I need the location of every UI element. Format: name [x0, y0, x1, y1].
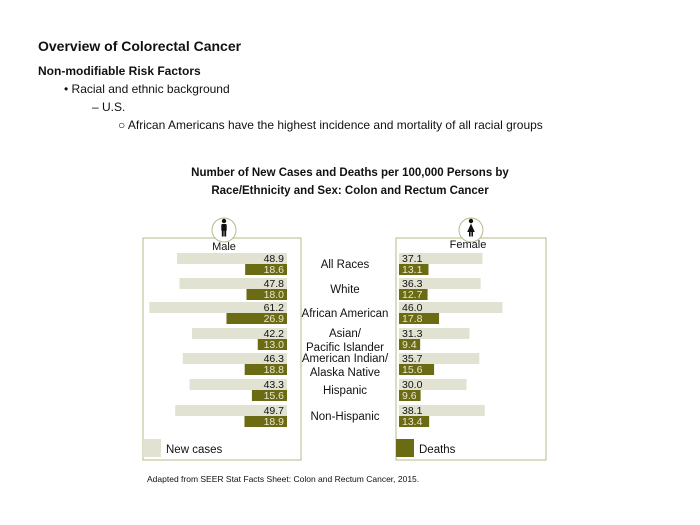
legend-swatch-new-cases — [143, 439, 161, 457]
bar-female-new-cases — [399, 405, 485, 416]
bar-male-deaths — [244, 364, 287, 375]
bar-male-deaths — [246, 289, 287, 300]
bullet-racial-ethnic: • Racial and ethnic background — [64, 82, 230, 96]
value-label-female-deaths: 13.1 — [402, 264, 423, 276]
value-label-male-new-cases: 49.7 — [264, 405, 285, 417]
bar-female-deaths — [399, 390, 421, 401]
value-label-female-new-cases: 35.7 — [402, 353, 423, 365]
value-label-female-deaths: 12.7 — [402, 289, 423, 301]
value-label-male-deaths: 15.6 — [264, 390, 285, 402]
bar-female-deaths — [399, 364, 435, 375]
value-label-female-new-cases: 31.3 — [402, 328, 423, 340]
bar-male-deaths — [245, 264, 287, 275]
bar-male-deaths — [257, 339, 287, 350]
bar-male-deaths — [251, 390, 287, 401]
bar-male-new-cases — [192, 328, 287, 339]
bar-female-new-cases — [399, 379, 467, 390]
value-label-female-deaths: 9.4 — [402, 339, 417, 351]
value-label-male-new-cases: 61.2 — [264, 302, 285, 314]
value-label-female-new-cases: 36.3 — [402, 278, 423, 290]
bar-female-new-cases — [399, 253, 483, 264]
value-label-male-deaths: 18.6 — [264, 264, 285, 276]
value-label-male-deaths: 13.0 — [264, 339, 285, 351]
category-label: Asian/ — [329, 328, 362, 340]
category-label: Hispanic — [323, 385, 367, 397]
value-label-male-deaths: 18.8 — [264, 364, 285, 376]
category-label: American Indian/ — [302, 353, 389, 365]
value-label-male-new-cases: 42.2 — [264, 328, 285, 340]
bar-male-new-cases — [179, 278, 287, 289]
bar-male-new-cases — [149, 302, 287, 313]
male-person-icon — [221, 218, 227, 237]
value-label-female-new-cases: 38.1 — [402, 405, 423, 417]
bar-female-deaths — [399, 416, 430, 427]
value-label-female-new-cases: 37.1 — [402, 253, 423, 265]
legend-label-new-cases: New cases — [166, 444, 222, 456]
female-panel-label: Female — [450, 239, 487, 251]
bullet-african-americans: ○ African Americans have the highest inc… — [118, 118, 543, 132]
female-person-icon — [467, 218, 475, 237]
bar-male-deaths — [244, 416, 287, 427]
bar-female-deaths — [399, 289, 428, 300]
value-label-male-new-cases: 48.9 — [264, 253, 285, 265]
bullet-us: – U.S. — [92, 100, 126, 114]
male-panel-label: Male — [212, 241, 236, 253]
category-label: Alaska Native — [310, 367, 380, 379]
value-label-male-new-cases: 47.8 — [264, 278, 285, 290]
bar-female-new-cases — [399, 302, 503, 313]
bar-female-deaths — [399, 313, 440, 324]
value-label-female-deaths: 17.8 — [402, 313, 423, 325]
chart-subtitle: Race/Ethnicity and Sex: Colon and Rectum… — [211, 185, 489, 197]
bar-female-new-cases — [399, 278, 481, 289]
bar-female-deaths — [399, 264, 429, 275]
value-label-male-new-cases: 46.3 — [264, 353, 285, 365]
bar-female-deaths — [399, 339, 421, 350]
category-label: Non-Hispanic — [310, 411, 379, 423]
source-note: Adapted from SEER Stat Facts Sheet: Colo… — [147, 474, 420, 484]
bar-male-new-cases — [182, 353, 287, 364]
legend-swatch-deaths — [396, 439, 414, 457]
category-label: All Races — [321, 259, 370, 271]
bar-female-new-cases — [399, 328, 470, 339]
bar-female-new-cases — [399, 353, 480, 364]
value-label-female-new-cases: 46.0 — [402, 302, 423, 314]
value-label-male-deaths: 18.9 — [264, 416, 285, 428]
bar-male-new-cases — [189, 379, 287, 390]
value-label-female-deaths: 9.6 — [402, 390, 417, 402]
bar-male-new-cases — [176, 253, 287, 264]
slide-title: Overview of Colorectal Cancer — [38, 38, 242, 54]
category-label: White — [330, 284, 359, 296]
category-label: Pacific Islander — [306, 342, 384, 354]
value-label-female-deaths: 13.4 — [402, 416, 423, 428]
value-label-female-deaths: 15.6 — [402, 364, 423, 376]
value-label-male-deaths: 26.9 — [264, 313, 285, 325]
value-label-male-new-cases: 43.3 — [264, 379, 285, 391]
category-label: African American — [302, 308, 389, 320]
value-label-female-new-cases: 30.0 — [402, 379, 423, 391]
bar-male-deaths — [226, 313, 287, 324]
bar-male-new-cases — [175, 405, 287, 416]
value-label-male-deaths: 18.0 — [264, 289, 285, 301]
chart-title: Number of New Cases and Deaths per 100,0… — [191, 167, 509, 179]
legend-label-deaths: Deaths — [419, 444, 456, 456]
section-heading: Non-modifiable Risk Factors — [38, 64, 201, 78]
